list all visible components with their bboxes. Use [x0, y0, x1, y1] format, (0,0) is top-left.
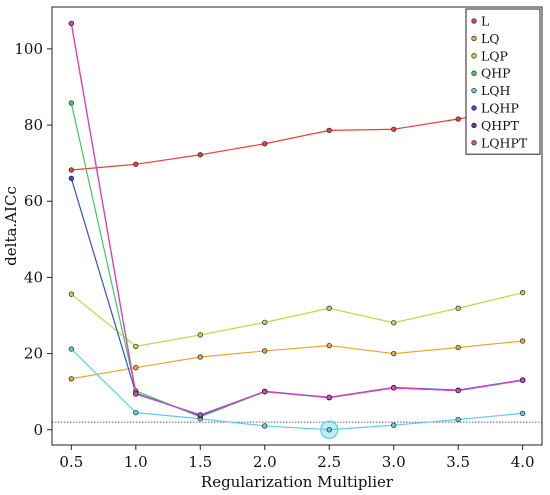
legend-marker-lqhp: [471, 105, 477, 111]
data-point-lqh: [326, 427, 332, 433]
legend-label-qhp: QHP: [481, 66, 511, 81]
series-line-lqh: [70, 348, 523, 431]
data-point-lqh: [133, 409, 139, 416]
legend-box: [465, 8, 541, 155]
x-axis-title: Regularization Multiplier: [201, 473, 394, 491]
data-point-l: [391, 126, 397, 132]
data-point-lqhpt: [133, 391, 139, 397]
data-point-lqh: [520, 410, 526, 417]
legend-label-lqhpt: LQHPT: [481, 135, 528, 150]
legend-marker-l: [471, 18, 477, 24]
data-point-lqp: [133, 343, 139, 350]
series-line-qhp: [70, 102, 523, 418]
data-point-lq: [197, 354, 203, 360]
x-tick-label: 4.0: [511, 453, 535, 471]
y-tick-label: 0: [33, 421, 43, 439]
series-line-lqp: [70, 292, 523, 347]
x-tick-label: 1.5: [188, 453, 212, 471]
y-tick-label: 40: [24, 268, 43, 286]
y-tick-label: 80: [24, 116, 43, 134]
legend-label-qhpt: QHPT: [481, 118, 520, 133]
legend-marker-lqp: [471, 53, 477, 59]
data-point-l: [68, 167, 74, 173]
data-point-lqp: [391, 320, 397, 326]
data-point-lqhpt: [68, 20, 74, 27]
series-line-lqhpt: [70, 23, 523, 416]
data-point-lqhpt: [262, 389, 268, 395]
data-point-lq: [520, 338, 526, 344]
series-line-lqhp: [70, 178, 523, 417]
series-line-lq: [71, 340, 523, 380]
legend-marker-qhpt: [471, 122, 477, 129]
legend-marker-lq: [471, 35, 477, 42]
data-point-lq: [262, 348, 268, 354]
y-tick-label: 60: [24, 192, 43, 210]
data-point-lqp: [455, 305, 461, 311]
legend-marker-lqhpt: [471, 140, 477, 146]
data-point-lqp: [520, 290, 526, 296]
series-line-qhpt: [70, 23, 523, 416]
data-point-lq: [326, 342, 332, 349]
data-point-lqp: [326, 305, 332, 311]
legend-label-lqh: LQH: [481, 83, 511, 98]
series-line-l: [71, 107, 523, 171]
data-point-l: [133, 161, 139, 167]
data-point-l: [262, 141, 268, 147]
plot-frame: [51, 6, 543, 446]
legend-label-lqhp: LQHP: [481, 101, 519, 116]
data-point-qhp: [68, 100, 74, 106]
data-point-lqhpt: [520, 377, 526, 383]
x-tick-label: 0.5: [59, 453, 83, 471]
x-tick-label: 2.5: [317, 453, 341, 471]
data-point-lq: [133, 365, 139, 371]
legend-marker-lqh: [471, 87, 477, 94]
y-axis-title: delta.AICc: [2, 186, 20, 266]
data-point-lqp: [197, 332, 203, 338]
data-point-lqhpt: [197, 412, 203, 418]
data-point-lqh: [391, 422, 397, 428]
y-tick-label: 100: [14, 40, 43, 58]
data-point-l: [197, 152, 203, 158]
data-point-lqhpt: [391, 385, 397, 391]
data-point-lq: [391, 350, 397, 357]
legend-label-lqp: LQP: [481, 48, 508, 63]
data-point-lqh: [262, 423, 268, 429]
legend-label-lq: LQ: [481, 31, 500, 46]
legend-marker-qhp: [471, 70, 477, 76]
data-point-lqh: [68, 346, 74, 352]
y-tick-label: 20: [24, 345, 43, 363]
x-tick-label: 1.0: [124, 453, 148, 471]
data-point-lqh: [455, 416, 461, 423]
data-point-l: [455, 116, 461, 122]
data-point-lqp: [262, 319, 268, 326]
data-point-lqhpt: [455, 387, 461, 394]
x-tick-label: 2.0: [253, 453, 277, 471]
data-point-lqp: [68, 291, 74, 297]
data-point-lqhp: [68, 175, 74, 182]
data-point-lqhpt: [326, 394, 332, 401]
data-point-lq: [455, 344, 461, 351]
x-tick-label: 3.5: [446, 453, 470, 471]
x-tick-label: 3.0: [382, 453, 406, 471]
legend-label-l: L: [481, 14, 489, 29]
data-point-l: [326, 127, 332, 134]
data-point-lq: [68, 376, 74, 382]
